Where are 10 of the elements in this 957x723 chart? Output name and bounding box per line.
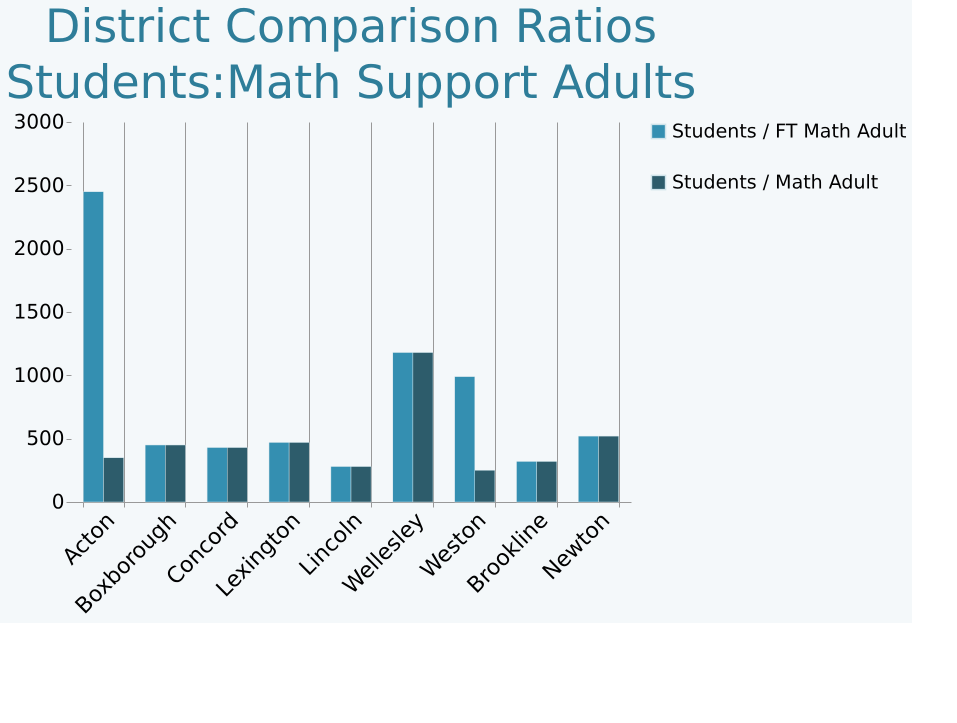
y-tick-label: 500 [26, 426, 64, 450]
y-tick-label: 2000 [14, 236, 64, 260]
y-tick-label: 3000 [14, 110, 64, 134]
y-tick-label: 2500 [14, 172, 64, 197]
legend-label: Students / Math Adult [672, 172, 878, 194]
y-tick-label: 1500 [14, 300, 64, 324]
chart-title: District Comparison Ratios Students:Math Support Adults [6, 0, 696, 109]
legend-label: Students / FT Math Adult [672, 120, 906, 142]
y-tick-label: 1000 [14, 362, 64, 387]
y-tick-label: 0 [52, 490, 64, 514]
